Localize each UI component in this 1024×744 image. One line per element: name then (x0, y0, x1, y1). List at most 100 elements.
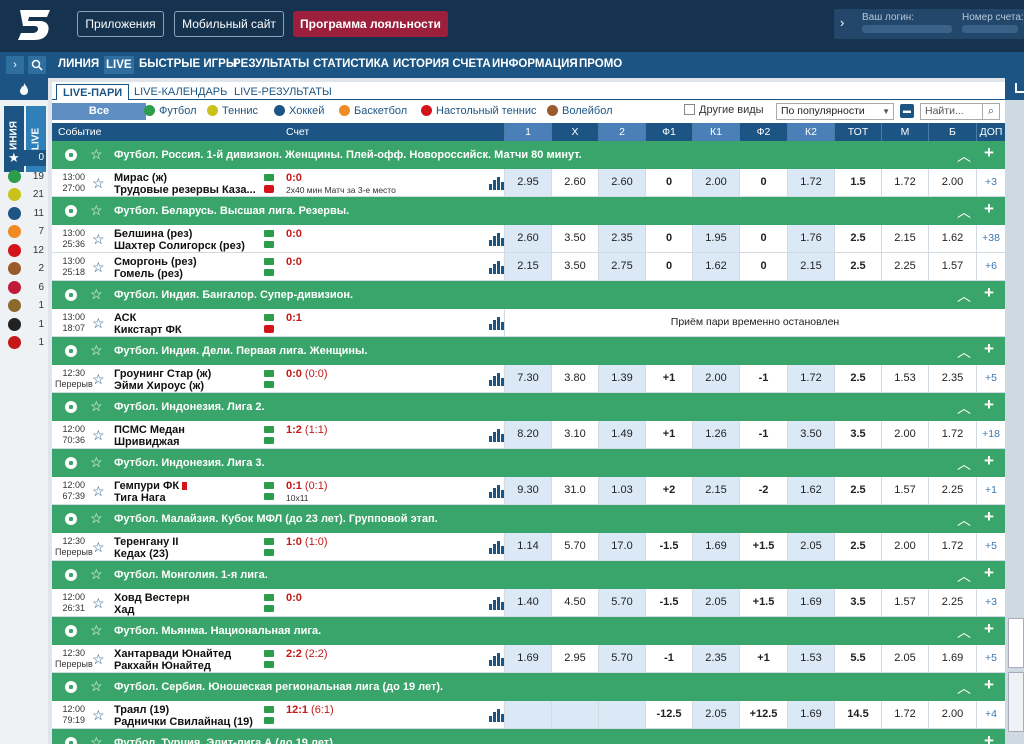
live-tracker-icon[interactable] (264, 605, 274, 612)
stats-chart-icon[interactable] (489, 541, 504, 554)
more-markets[interactable]: +6 (976, 253, 1005, 280)
filter-all-button[interactable]: Все (52, 103, 146, 120)
mobile-site-button[interactable]: Мобильный сайт (174, 11, 284, 37)
stats-chart-icon[interactable] (489, 429, 504, 442)
star-icon[interactable]: ☆ (92, 707, 105, 723)
odd-under[interactable]: 1.53 (881, 365, 928, 392)
odd-k1[interactable]: 1.69 (692, 533, 739, 560)
side-widget[interactable] (1008, 672, 1024, 732)
chevron-up-icon[interactable]: ︿ (957, 736, 971, 744)
odd-over[interactable]: 2.35 (928, 365, 976, 392)
odd-x[interactable]: 2.95 (551, 645, 598, 672)
odd-1[interactable]: 1.14 (504, 533, 551, 560)
star-icon[interactable]: ☆ (92, 371, 105, 387)
video-icon[interactable] (264, 185, 274, 193)
league-header[interactable]: ☆ Футбол. Индонезия. Лига 2. ︿ + (52, 393, 1005, 421)
odd-x[interactable]: 3.50 (551, 253, 598, 280)
star-icon[interactable]: ☆ (92, 231, 105, 247)
odd-k2[interactable]: 1.69 (787, 701, 834, 728)
chevron-up-icon[interactable]: ︿ (957, 512, 971, 528)
chevron-up-icon[interactable]: ︿ (957, 344, 971, 360)
fonbet-logo[interactable] (14, 6, 54, 42)
more-markets[interactable]: +1 (976, 477, 1005, 504)
star-icon[interactable]: ☆ (90, 146, 103, 162)
nav-live[interactable]: LIVE (104, 56, 134, 74)
odd-k2[interactable]: 1.69 (787, 589, 834, 616)
plus-icon[interactable]: + (984, 451, 994, 470)
event-teams[interactable]: Теренгану II Кедах (23) (114, 536, 178, 560)
odd-x[interactable]: 2.60 (551, 169, 598, 196)
odd-under[interactable]: 1.57 (881, 477, 928, 504)
event-teams[interactable]: ПСМС Медан Шривиджая (114, 424, 185, 448)
stats-chart-icon[interactable] (489, 709, 504, 722)
star-icon[interactable]: ☆ (92, 259, 105, 275)
sidebar-sport-item[interactable]: 6 (6, 280, 46, 296)
odd-k1[interactable]: 2.00 (692, 365, 739, 392)
more-markets[interactable]: +5 (976, 365, 1005, 392)
loyalty-program-button[interactable]: Программа лояльности (293, 11, 448, 37)
apps-button[interactable]: Приложения (77, 11, 164, 37)
plus-icon[interactable]: + (984, 143, 994, 162)
chevron-up-icon[interactable]: ︿ (957, 400, 971, 416)
event-teams[interactable]: Гроунинг Стар (ж) Эйми Хироус (ж) (114, 368, 211, 392)
more-markets[interactable]: +38 (976, 225, 1005, 252)
live-tracker-icon[interactable] (264, 650, 274, 657)
nav-statistics[interactable]: СТАТИСТИКА (313, 58, 389, 70)
odd-k1[interactable]: 1.26 (692, 421, 739, 448)
odd-x[interactable]: 5.70 (551, 533, 598, 560)
odd-1[interactable]: 9.30 (504, 477, 551, 504)
odd-2[interactable]: 17.0 (598, 533, 645, 560)
filter-hockey[interactable]: Хоккей (274, 103, 324, 119)
coupon-header[interactable] (1005, 78, 1024, 100)
plus-icon[interactable]: + (984, 507, 994, 526)
filter-basketball[interactable]: Баскетбол (339, 103, 407, 119)
tab-live-results[interactable]: LIVE-РЕЗУЛЬТАТЫ (234, 86, 332, 98)
league-header[interactable]: ☆ Футбол. Беларусь. Высшая лига. Резервы.… (52, 197, 1005, 225)
star-icon[interactable]: ☆ (90, 342, 103, 358)
odd-under[interactable]: 2.25 (881, 253, 928, 280)
sidebar-sport-item[interactable]: 21 (6, 187, 46, 203)
event-teams[interactable]: АСК Кикстарт ФК (114, 312, 182, 336)
print-icon[interactable]: ▬ (900, 104, 914, 118)
live-tracker-icon[interactable] (264, 549, 274, 556)
chevron-up-icon[interactable]: ︿ (957, 204, 971, 220)
live-tracker-icon[interactable] (264, 717, 274, 724)
flame-icon[interactable] (0, 78, 48, 100)
nav-results[interactable]: РЕЗУЛЬТАТЫ (233, 58, 310, 70)
star-icon[interactable]: ☆ (90, 510, 103, 526)
stats-chart-icon[interactable] (489, 653, 504, 666)
star-icon[interactable]: ☆ (92, 427, 105, 443)
odd-k1[interactable]: 1.62 (692, 253, 739, 280)
star-icon[interactable]: ☆ (90, 566, 103, 582)
stats-chart-icon[interactable] (489, 233, 504, 246)
account-box[interactable]: › Ваш логин: Номер счета: (834, 9, 1024, 39)
event-teams[interactable]: Белшина (рез) Шахтер Солигорск (рез) (114, 228, 245, 252)
odd-under[interactable]: 2.00 (881, 533, 928, 560)
odd-k2[interactable]: 1.72 (787, 169, 834, 196)
odd-x[interactable]: 3.50 (551, 225, 598, 252)
search-icon[interactable] (28, 56, 46, 74)
plus-icon[interactable]: + (984, 675, 994, 694)
odd-2[interactable]: 1.03 (598, 477, 645, 504)
sidebar-sport-item[interactable]: 1 (6, 335, 46, 351)
chevron-up-icon[interactable]: ︿ (957, 680, 971, 696)
nav-promo[interactable]: ПРОМО (579, 58, 623, 70)
sidebar-sport-item[interactable]: 11 (6, 206, 46, 222)
star-icon[interactable]: ☆ (92, 175, 105, 191)
odd-2[interactable]: 5.70 (598, 645, 645, 672)
filter-volleyball[interactable]: Волейбол (547, 103, 613, 119)
odd-under[interactable]: 2.00 (881, 421, 928, 448)
live-tracker-icon[interactable] (264, 370, 274, 377)
event-teams[interactable]: Мирас (ж) Трудовые резервы Каза... (114, 172, 256, 196)
odd-k2[interactable]: 1.76 (787, 225, 834, 252)
plus-icon[interactable]: + (984, 283, 994, 302)
odd-under[interactable]: 1.57 (881, 589, 928, 616)
league-header[interactable]: ☆ Футбол. Индия. Дели. Первая лига. Женщи… (52, 337, 1005, 365)
sidebar-sport-item[interactable]: ★ 0 (6, 150, 46, 166)
star-icon[interactable]: ☆ (90, 398, 103, 414)
odd-k1[interactable]: 2.15 (692, 477, 739, 504)
chevron-up-icon[interactable]: ︿ (957, 288, 971, 304)
more-markets[interactable]: +3 (976, 589, 1005, 616)
filter-football[interactable]: Футбол (144, 103, 197, 119)
live-tracker-icon[interactable] (264, 493, 274, 500)
